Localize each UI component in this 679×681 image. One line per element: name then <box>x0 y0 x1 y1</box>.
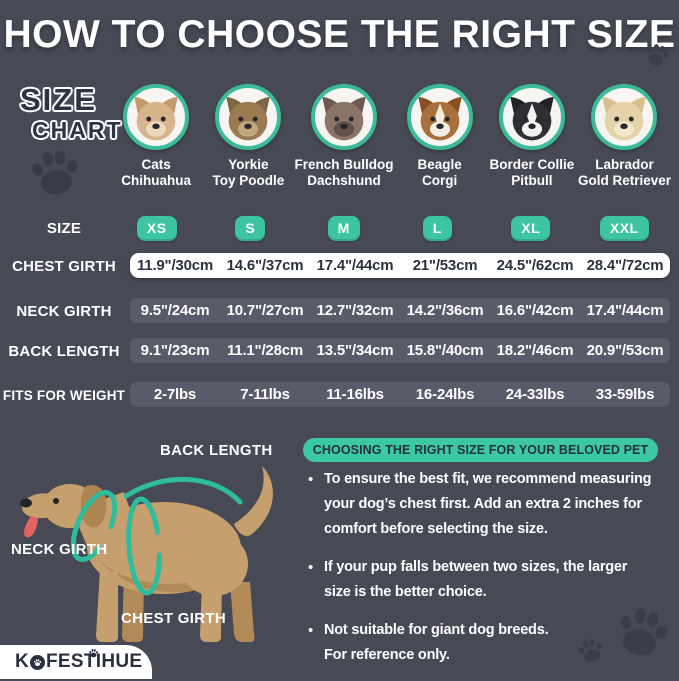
tips-header: CHOOSING THE RIGHT SIZE FOR YOUR BELOVED… <box>303 438 658 462</box>
weight-value: 11-16lbs <box>326 386 384 403</box>
tip-item: • To ensure the best fit, we recommend m… <box>308 467 670 542</box>
breed-label: Labrador Gold Retriever <box>577 157 671 189</box>
brand-letter: K <box>15 651 30 672</box>
back-length-value: 9.1"/23cm <box>140 342 210 359</box>
weight-value: 24-33lbs <box>505 386 565 403</box>
dog-photo-icon <box>123 84 190 150</box>
weight-value: 2-7lbs <box>153 386 197 403</box>
diagram-back-length-label: BACK LENGTH <box>160 442 273 459</box>
size-badge-xs: XS <box>136 215 177 241</box>
dog-measurement-illustration <box>20 466 273 642</box>
row-label-fits-for-weight: FITS FOR WEIGHT <box>2 388 126 403</box>
brand-logo: K FESTIHUE <box>0 645 152 679</box>
back-length-value: 11.1"/28cm <box>226 342 303 359</box>
tips-list: • To ensure the best fit, we recommend m… <box>308 467 670 681</box>
breed-yorkie-toy-poodle: Yorkie Toy Poodle <box>202 84 294 194</box>
bullet-icon: • <box>308 559 314 576</box>
bullet-icon: • <box>308 471 314 488</box>
neck-girth-row: 9.5"/24cm 10.7"/27cm 12.7"/32cm 14.2"/36… <box>130 298 670 323</box>
neck-girth-value: 10.7"/27cm <box>226 302 304 319</box>
tip-text-line: Not suitable for giant dog breeds. <box>324 622 549 638</box>
breed-label: French Bulldog Dachshund <box>294 157 394 189</box>
size-badge-xl: XL <box>511 215 551 241</box>
size-chart-heading-line2: CHART <box>32 117 123 143</box>
weight-value: 16-24lbs <box>415 386 475 403</box>
neck-girth-value: 17.4"/44cm <box>586 302 664 319</box>
tip-text-line: For reference only. <box>324 647 450 663</box>
breed-label: Border Collie Pitbull <box>489 157 575 189</box>
row-label-back-length: BACK LENGTH <box>8 343 120 360</box>
page-title: HOW TO CHOOSE THE RIGHT SIZE <box>3 13 676 56</box>
dog-photo-icon <box>591 84 658 150</box>
chest-girth-value: 17.4"/44cm <box>316 257 394 274</box>
size-chart-heading-line1: SIZE <box>20 82 97 117</box>
neck-girth-value: 9.5"/24cm <box>140 302 210 319</box>
back-length-row: 9.1"/23cm 11.1"/28cm 13.5"/34cm 15.8"/40… <box>130 338 670 363</box>
breed-label: Cats Chihuahua <box>121 157 191 189</box>
tip-text-line: your dog’s chest first. Add an extra 2 i… <box>324 496 642 512</box>
row-label-size: SIZE <box>46 220 82 237</box>
chest-girth-row: 11.9"/30cm 14.6"/37cm 17.4"/44cm 21"/53c… <box>130 253 670 278</box>
dog-photo-icon <box>406 84 473 150</box>
breed-french-bulldog-dachshund: French Bulldog Dachshund <box>294 84 393 194</box>
paw-o-icon <box>30 654 46 670</box>
weight-value: 33-59lbs <box>595 386 655 403</box>
paw-accent-icon <box>88 648 99 658</box>
row-label-neck-girth: NECK GIRTH <box>16 303 112 320</box>
back-length-value: 13.5"/34cm <box>316 342 394 359</box>
tip-text-line: comfort before selecting the size. <box>324 521 548 537</box>
dog-photo-icon <box>498 84 565 150</box>
neck-girth-value: 12.7"/32cm <box>316 302 394 319</box>
breed-labrador-gold-retriever: Labrador Gold Retriever <box>578 84 671 194</box>
breed-cats-chihuahua: Cats Chihuahua <box>110 84 202 194</box>
size-badge-s: S <box>235 215 266 241</box>
weight-row: 2-7lbs 7-11lbs 11-16lbs 16-24lbs 24-33lb… <box>130 382 670 407</box>
tip-text-line: If your pup falls between two sizes, the… <box>324 559 628 575</box>
size-badge-row: XS S M L XL XXL <box>110 215 671 241</box>
paw-print-icon <box>28 147 84 198</box>
weight-value: 7-11lbs <box>240 386 290 403</box>
brand-letters: FESTIHUE <box>46 651 143 672</box>
chest-girth-value: 28.4"/72cm <box>586 257 664 274</box>
tip-item: • Not suitable for giant dog breeds. For… <box>308 618 670 668</box>
bullet-icon: • <box>308 622 314 639</box>
back-length-value: 18.2"/46cm <box>496 342 574 359</box>
breed-row: Cats Chihuahua Yorkie Toy Poodle <box>110 84 671 194</box>
row-label-chest-girth: CHEST GIRTH <box>12 258 116 275</box>
tip-item: • If your pup falls between two sizes, t… <box>308 555 670 605</box>
dog-photo-icon <box>215 84 282 150</box>
tip-text-line: size is the better choice. <box>324 584 487 600</box>
breed-beagle-corgi: Beagle Corgi <box>393 84 485 194</box>
chest-girth-value: 21"/53cm <box>412 257 478 274</box>
chest-girth-value: 11.9"/30cm <box>136 257 213 274</box>
chest-girth-value: 24.5"/62cm <box>496 257 574 274</box>
breed-label: Beagle Corgi <box>417 157 462 189</box>
dog-photo-icon <box>310 84 377 150</box>
back-length-value: 15.8"/40cm <box>406 342 484 359</box>
diagram-chest-girth-label: CHEST GIRTH <box>121 610 226 627</box>
breed-label: Yorkie Toy Poodle <box>212 157 285 189</box>
size-badge-m: M <box>327 215 360 241</box>
size-badge-xxl: XXL <box>599 215 649 241</box>
chest-girth-value: 14.6"/37cm <box>226 257 304 274</box>
size-badge-l: L <box>422 215 452 241</box>
diagram-neck-girth-label: NECK GIRTH <box>11 541 108 558</box>
tip-text-line: To ensure the best fit, we recommend mea… <box>324 471 652 487</box>
neck-girth-value: 14.2"/36cm <box>406 302 484 319</box>
back-length-value: 20.9"/53cm <box>586 342 664 359</box>
breed-border-collie-pitbull: Border Collie Pitbull <box>486 84 578 194</box>
neck-girth-value: 16.6"/42cm <box>496 302 574 319</box>
